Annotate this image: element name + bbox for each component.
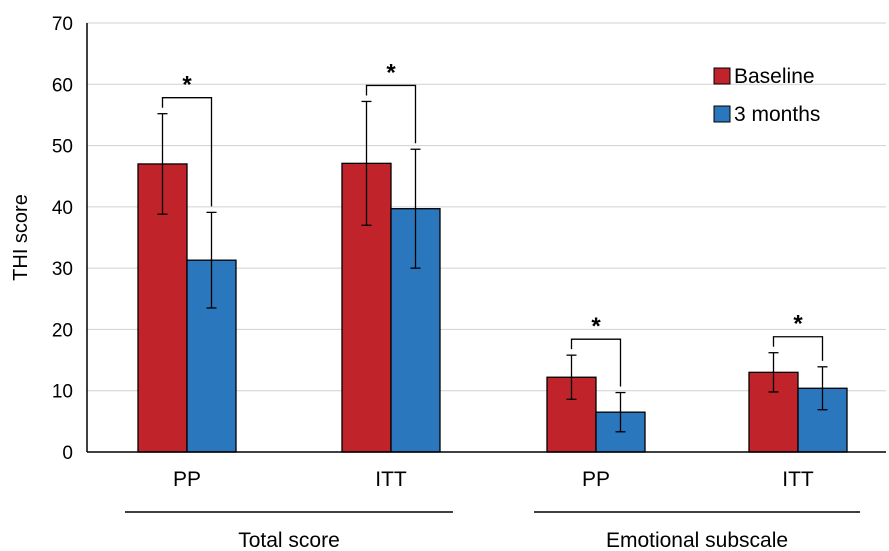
y-tick-label: 20 bbox=[52, 320, 73, 341]
category-label: ITT bbox=[375, 468, 407, 491]
legend-swatch bbox=[713, 105, 731, 123]
error-bars bbox=[157, 100, 828, 433]
significance-bracket bbox=[570, 338, 622, 387]
significance-marker: * bbox=[182, 72, 192, 99]
y-tick-label: 40 bbox=[52, 198, 73, 219]
category-label: PP bbox=[173, 468, 201, 491]
significance-brackets: * * * * bbox=[161, 59, 824, 387]
y-tick-label: 30 bbox=[52, 259, 73, 280]
y-tick-label: 60 bbox=[52, 75, 73, 96]
significance-marker: * bbox=[386, 59, 396, 86]
significance-bracket bbox=[365, 84, 417, 144]
group-label: Emotional subscale bbox=[606, 529, 788, 551]
legend-label: 3 months bbox=[734, 103, 820, 126]
y-tick-label: 70 bbox=[52, 14, 73, 35]
legend-label: Baseline bbox=[734, 65, 815, 88]
category-label: ITT bbox=[782, 468, 814, 491]
group-label: Total score bbox=[238, 529, 340, 551]
legend-swatch bbox=[713, 67, 731, 85]
y-tick-label: 0 bbox=[62, 443, 73, 464]
category-label: PP bbox=[582, 468, 610, 491]
significance-marker: * bbox=[793, 311, 803, 338]
significance-marker: * bbox=[591, 313, 601, 340]
y-axis-label: THI score bbox=[10, 194, 32, 281]
significance-bracket bbox=[772, 336, 824, 361]
y-tick-label: 10 bbox=[52, 382, 73, 403]
y-axis-ticks: 0 10 20 30 40 50 60 70 bbox=[52, 14, 73, 464]
y-tick-label: 50 bbox=[52, 137, 73, 158]
group-labels: Total score Emotional subscale bbox=[125, 511, 860, 551]
legend: Baseline 3 months bbox=[713, 65, 820, 126]
significance-bracket bbox=[161, 97, 213, 207]
category-labels: PP ITT PP ITT bbox=[173, 468, 814, 491]
